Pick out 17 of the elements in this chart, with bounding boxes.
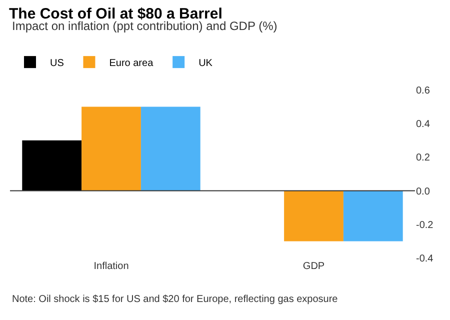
legend-label: UK — [198, 58, 213, 69]
bar — [343, 190, 403, 242]
text: Note: Oil shock is $15 for US and $20 for Europe, reflecting gas exposure — [12, 294, 338, 305]
x-tick-label: GDP — [302, 261, 325, 272]
y-tick-label: 0.4 — [416, 119, 430, 130]
bar — [284, 190, 344, 242]
bar — [82, 106, 141, 191]
x-tick-label: Inflation — [94, 261, 129, 272]
y-tick-label: 0.6 — [416, 86, 430, 96]
y-tick-label: 0.0 — [416, 186, 430, 198]
y-tick-label: -0.2 — [416, 220, 434, 231]
legend-label: Euro area — [109, 58, 154, 69]
bar — [22, 140, 82, 191]
y-tick-label: -0.4 — [416, 254, 434, 264]
bar — [140, 106, 200, 191]
legend-label: US — [50, 58, 64, 69]
y-tick-label: 0.2 — [416, 152, 430, 164]
